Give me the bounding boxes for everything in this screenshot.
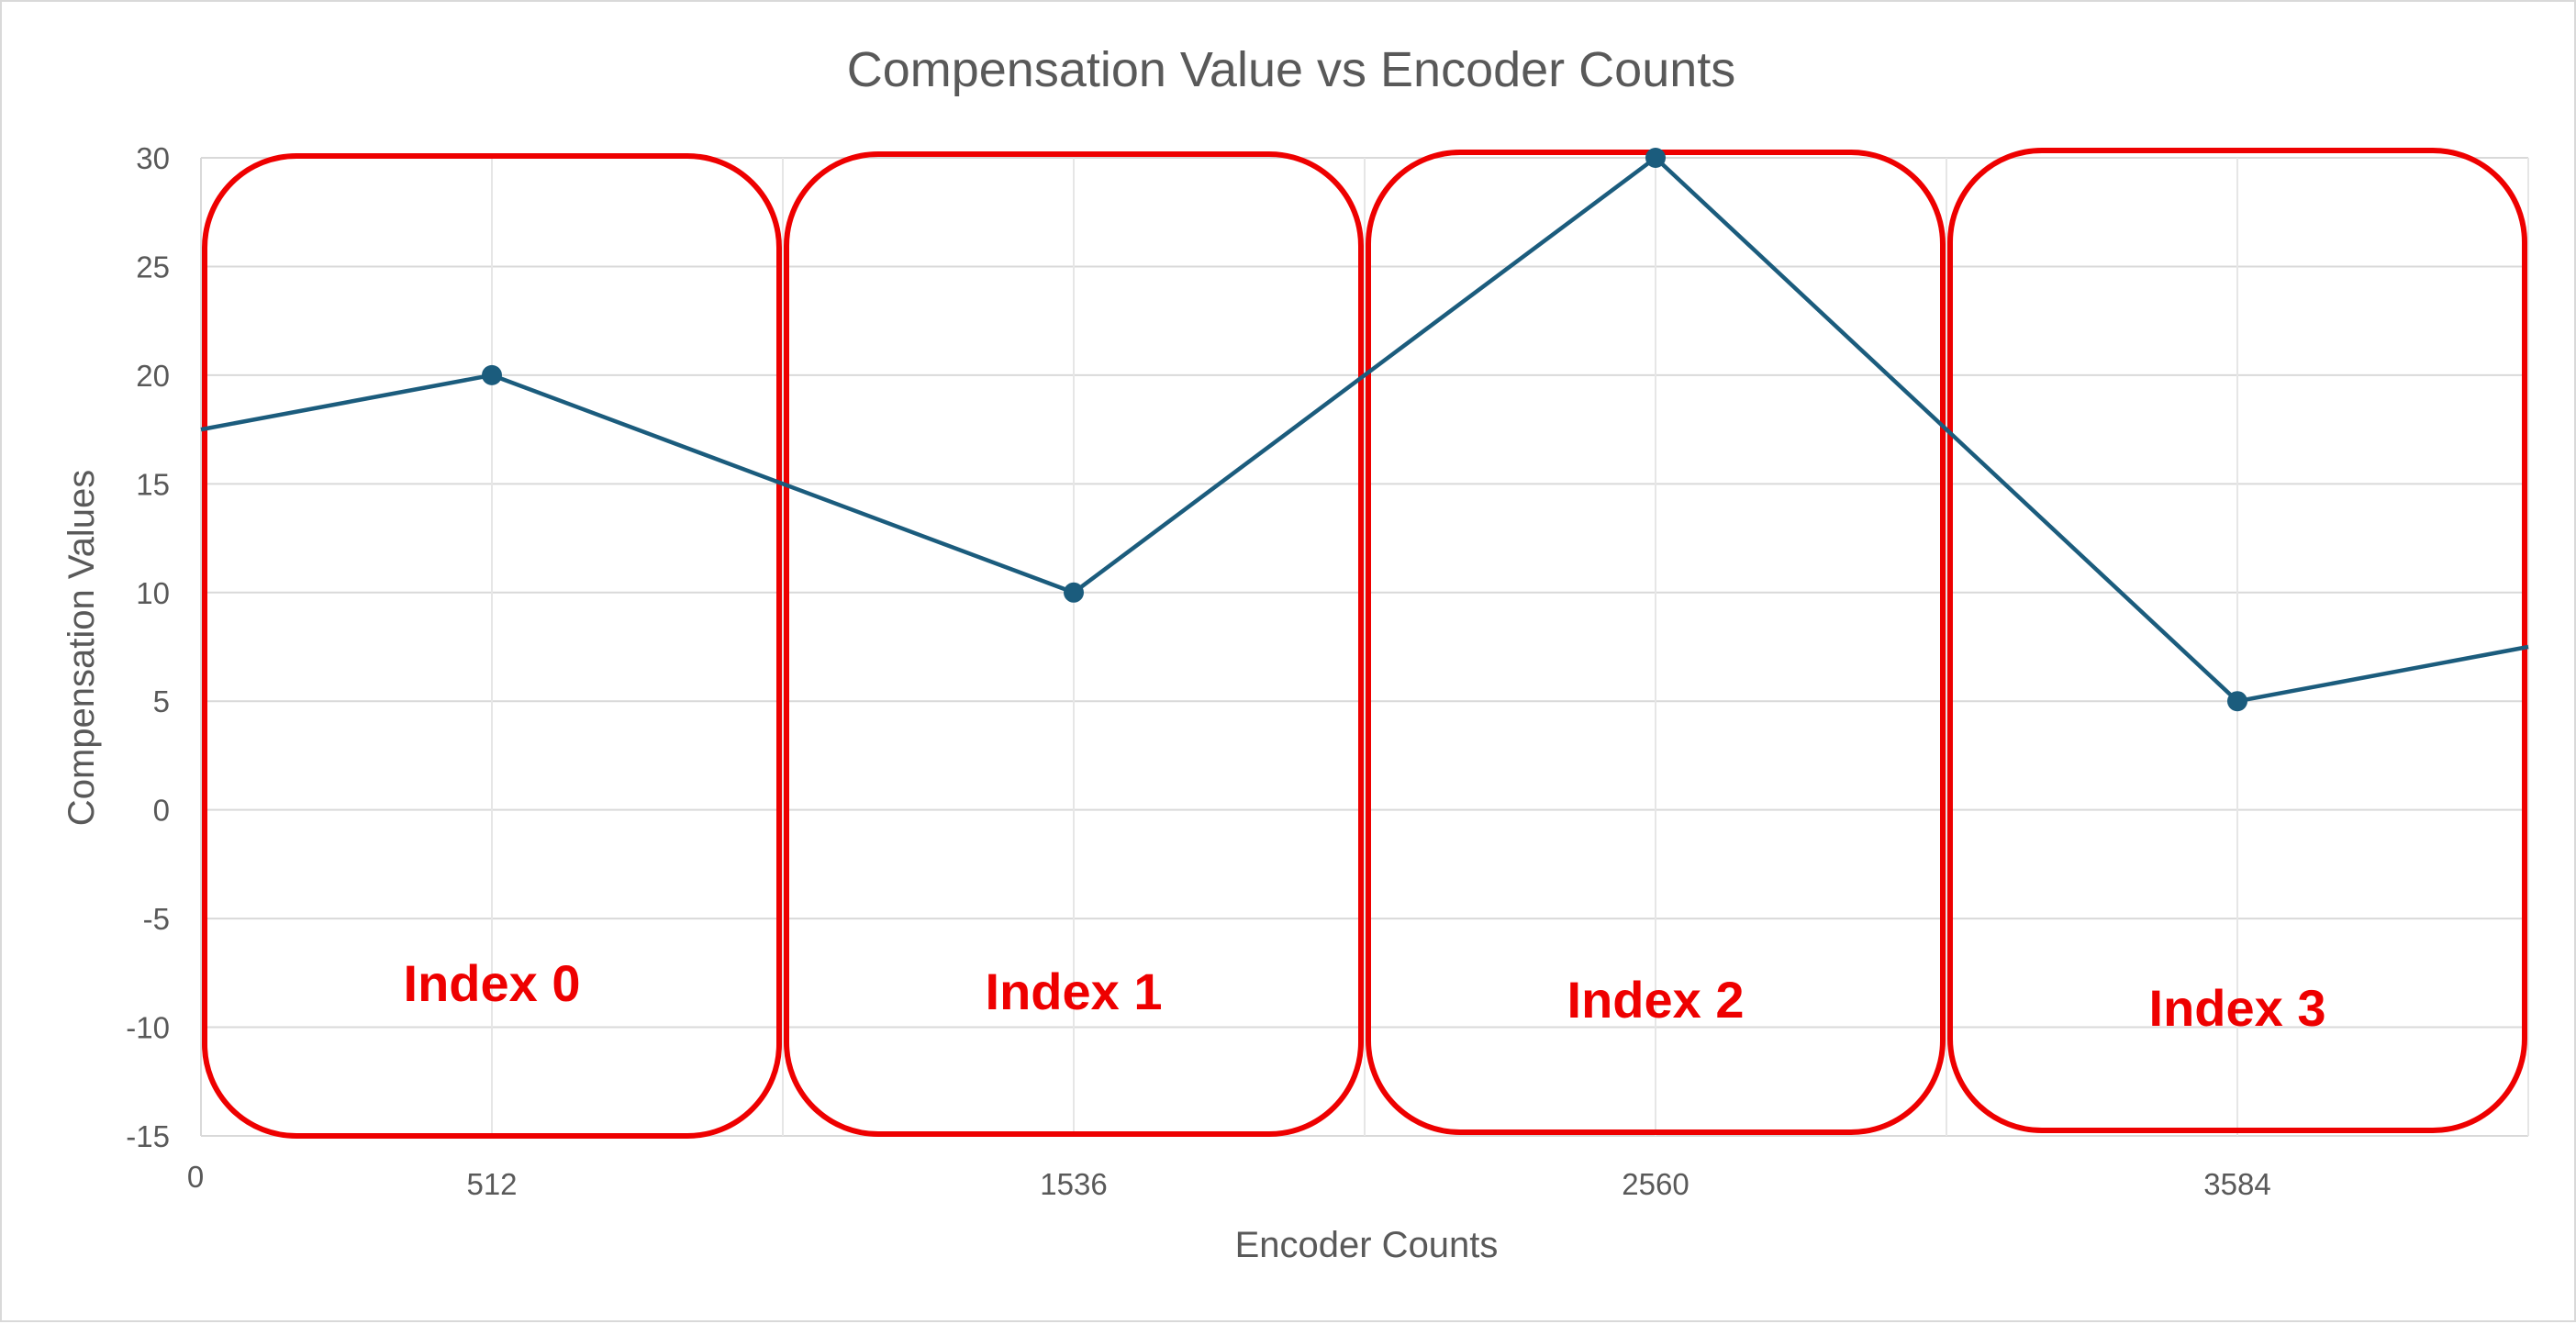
y-tick-label: 30 [136, 141, 170, 175]
y-tick-label: 10 [136, 576, 170, 610]
x-tick-label: 0 [187, 1160, 204, 1194]
grid-lines [200, 157, 2529, 1137]
index-annotations: Index 0 Index 1 Index 2 Index 3 [202, 148, 2527, 1139]
y-tick-label: -15 [126, 1119, 170, 1153]
x-tick-label: 2560 [1622, 1167, 1689, 1201]
y-tick-label: 20 [136, 359, 170, 393]
y-axis-ticks: 30 25 20 15 10 5 0 -5 -10 -15 [126, 141, 170, 1153]
y-tick-label: 25 [136, 250, 170, 284]
index-label: Index 0 [404, 954, 581, 1012]
series-line [200, 155, 2529, 704]
y-tick-label: 5 [153, 684, 170, 718]
y-tick-label: -10 [126, 1011, 170, 1045]
data-point [1064, 582, 1084, 603]
index-label: Index 2 [1567, 971, 1745, 1029]
data-point [482, 364, 502, 385]
x-tick-label: 3584 [2203, 1167, 2270, 1201]
series-layer [200, 148, 2529, 712]
y-tick-label: 0 [153, 794, 170, 828]
chart-title: Compensation Value vs Encoder Counts [847, 42, 1736, 97]
data-point [2227, 691, 2247, 712]
index-box [1947, 148, 2527, 1133]
index-box [784, 151, 1364, 1137]
y-axis-title: Compensation Values [61, 470, 102, 826]
x-axis-ticks: 0 512 1536 2560 3584 [187, 1160, 2271, 1201]
index-label: Index 1 [986, 962, 1163, 1020]
x-tick-label: 1536 [1040, 1167, 1107, 1201]
x-axis-title: Encoder Counts [1235, 1225, 1499, 1265]
x-tick-label: 512 [466, 1167, 517, 1201]
y-tick-label: -5 [143, 902, 170, 936]
index-label: Index 3 [2149, 979, 2326, 1037]
index-box [202, 153, 782, 1139]
y-tick-label: 15 [136, 467, 170, 501]
data-point [1645, 148, 1666, 168]
